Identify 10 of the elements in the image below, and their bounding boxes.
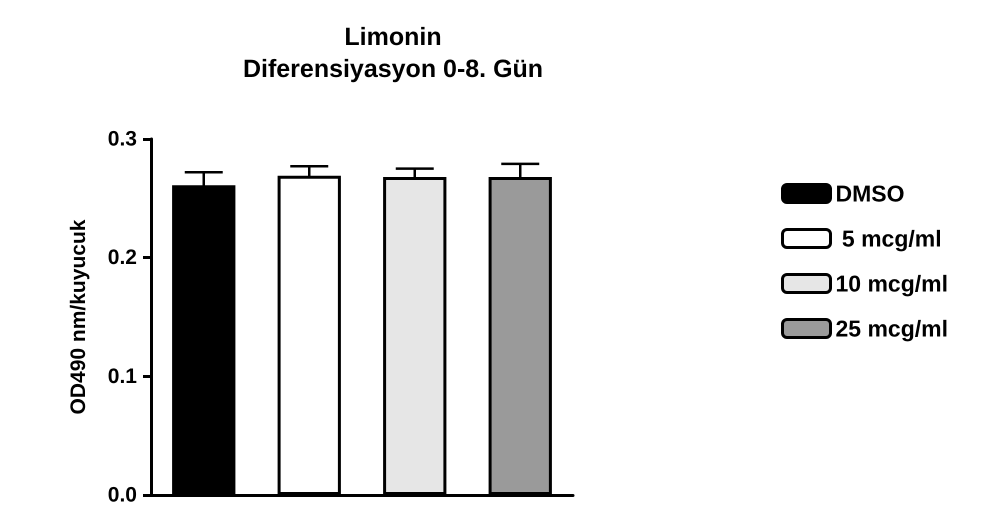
legend-label: 25 mcg/ml <box>836 316 948 342</box>
y-tick-label: 0.3 <box>108 128 137 150</box>
y-tick-label: 0.1 <box>108 364 138 388</box>
y-tick-label: 0.0 <box>108 484 137 506</box>
chart-title: Limonin Diferensiyasyon 0-8. Gün <box>242 23 544 83</box>
legend-label: 5 mcg/ml <box>836 226 942 252</box>
legend-label: 10 mcg/ml <box>836 270 948 296</box>
y-axis-title: OD490 nm/kuyucuk <box>67 219 90 414</box>
legend-label: DMSO <box>836 180 905 206</box>
y-tick-label: 0.2 <box>108 246 137 270</box>
